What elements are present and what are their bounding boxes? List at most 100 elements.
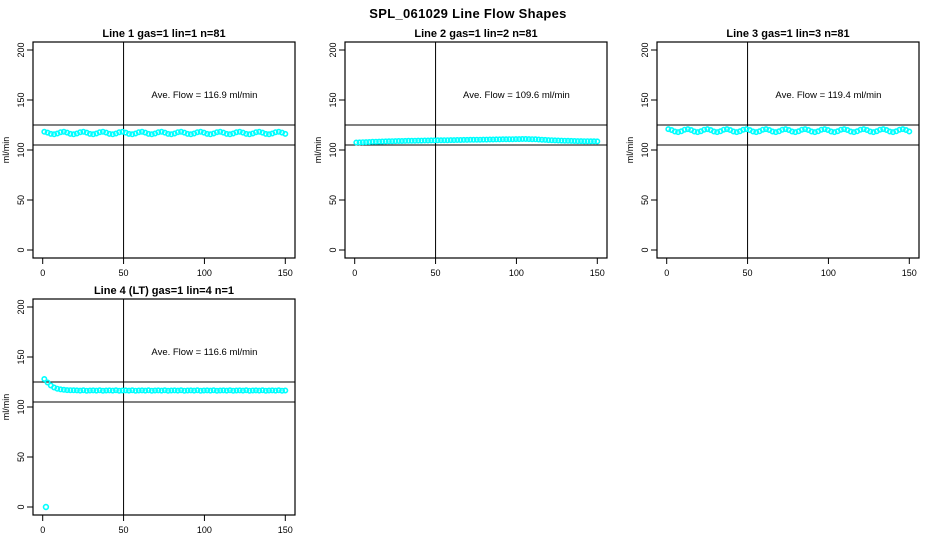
plot-box [344, 41, 608, 259]
data-point [789, 128, 796, 135]
data-point [558, 137, 565, 144]
data-point [226, 131, 233, 138]
data-point [174, 129, 181, 136]
data-point [200, 387, 207, 394]
x-tick-label: 100 [197, 268, 212, 278]
data-point [77, 129, 84, 136]
plot-box [32, 41, 296, 259]
data-point [139, 128, 146, 135]
data-point [161, 387, 168, 394]
data-point [246, 387, 253, 394]
data-point [269, 387, 276, 394]
data-point [67, 130, 74, 137]
data-point [213, 129, 220, 136]
y-tick-label: 0 [16, 504, 26, 509]
data-point [418, 137, 425, 144]
data-point [252, 387, 259, 394]
data-point [522, 136, 529, 143]
data-point [684, 126, 691, 133]
data-point [60, 386, 67, 393]
data-point [568, 137, 575, 144]
ave-flow-annotation: Ave. Flow = 116.6 ml/min [151, 347, 257, 358]
x-tick-label: 100 [821, 268, 836, 278]
data-point [411, 137, 418, 144]
data-point [369, 138, 376, 145]
data-point [763, 126, 770, 133]
data-point [594, 138, 601, 145]
y-tick-label: 0 [328, 247, 338, 252]
data-point [828, 128, 835, 135]
subplot-cell-line4: Line 4 (LT) gas=1 lin=4 n=1 0 50 100 150 200 m… [0, 283, 312, 540]
data-point [376, 138, 383, 145]
data-point [119, 387, 126, 394]
data-point [236, 128, 243, 135]
data-point [470, 136, 477, 143]
data-point [896, 126, 903, 133]
data-point [506, 136, 513, 143]
data-point [421, 137, 428, 144]
data-point [759, 126, 766, 133]
figure-main-title: SPL_061029 Line Flow Shapes [369, 5, 567, 21]
data-point [519, 136, 526, 143]
data-point [886, 128, 893, 135]
data-point [174, 387, 181, 394]
data-point [246, 131, 253, 138]
data-point [860, 126, 867, 133]
data-point [139, 387, 146, 394]
data-point [398, 138, 405, 145]
data-point [155, 129, 162, 136]
data-point [503, 136, 510, 143]
data-point [850, 129, 857, 136]
data-point [811, 129, 818, 136]
data-point [99, 128, 106, 135]
data-point [434, 137, 441, 144]
data-point [847, 128, 854, 135]
data-point [178, 128, 185, 135]
data-point [272, 387, 279, 394]
data-point [194, 129, 201, 136]
x-axis: 0 50 100 150 [40, 515, 293, 535]
data-point [538, 136, 545, 143]
x-tick-label: 0 [40, 268, 45, 278]
data-point [90, 131, 97, 138]
data-point [103, 387, 110, 394]
data-point [694, 129, 701, 136]
data-point [51, 131, 58, 138]
data-point [551, 137, 558, 144]
data-point [67, 387, 74, 394]
data-point [109, 131, 116, 138]
data-point [86, 130, 93, 137]
data-point [106, 130, 113, 137]
data-point [184, 387, 191, 394]
y-tick-label: 200 [640, 42, 650, 57]
data-point [165, 387, 172, 394]
y-axis: 0 50 100 150 200 [16, 42, 33, 253]
data-point [220, 387, 227, 394]
x-tick-label: 100 [197, 525, 212, 535]
data-point [733, 129, 740, 136]
data-point [876, 126, 883, 133]
data-point [129, 387, 136, 394]
data-point [194, 387, 201, 394]
data-point [249, 387, 256, 394]
x-tick-label: 50 [743, 268, 753, 278]
data-point [282, 387, 289, 394]
y-tick-label: 150 [640, 92, 650, 107]
data-point [906, 128, 913, 135]
y-tick-label: 50 [640, 195, 650, 205]
data-point [782, 126, 789, 133]
data-point [178, 387, 185, 394]
data-point [509, 136, 516, 143]
data-point [256, 128, 263, 135]
data-point [148, 131, 155, 138]
data-point [252, 129, 259, 136]
data-point [561, 137, 568, 144]
data-point [535, 136, 542, 143]
y-axis-label: ml/min [1, 394, 11, 421]
x-tick-label: 50 [119, 268, 129, 278]
data-point [451, 137, 458, 144]
data-point [372, 138, 379, 145]
data-point [454, 137, 461, 144]
data-point [204, 130, 211, 137]
data-point [191, 387, 198, 394]
